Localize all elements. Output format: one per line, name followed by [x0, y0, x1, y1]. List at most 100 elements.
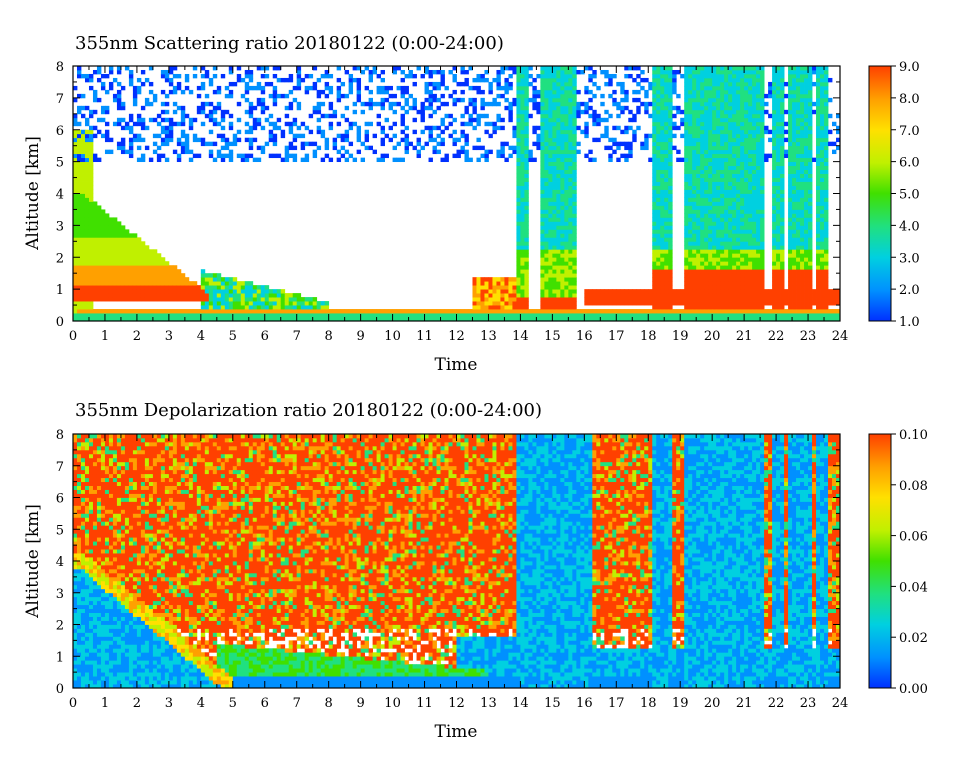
heatmap-cell — [116, 253, 122, 258]
heatmap-cell — [484, 285, 489, 290]
heatmap-cell — [256, 117, 262, 123]
heatmap-cell — [668, 133, 673, 139]
heatmap-cell — [724, 137, 729, 143]
heatmap-cell — [712, 85, 717, 91]
heatmap-cell — [120, 105, 126, 111]
heatmap-cell — [516, 269, 521, 274]
heatmap-cell — [364, 133, 370, 139]
heatmap-cell — [564, 253, 569, 258]
heatmap-cell — [424, 309, 429, 314]
heatmap-cell — [552, 125, 557, 131]
heatmap-cell — [420, 309, 425, 314]
heatmap-cell — [524, 209, 529, 214]
heatmap-cell — [92, 317, 98, 322]
heatmap-cell — [748, 229, 753, 234]
heatmap-cell — [476, 117, 481, 123]
heatmap-cell — [760, 129, 765, 135]
heatmap-cell — [544, 317, 549, 322]
heatmap-cell — [508, 66, 513, 71]
heatmap-cell — [80, 229, 86, 234]
heatmap-cell — [708, 213, 713, 218]
heatmap-cell — [608, 113, 613, 119]
heatmap-cell — [728, 173, 733, 178]
heatmap-cell — [564, 213, 569, 218]
heatmap-cell — [564, 205, 569, 210]
heatmap-cell — [684, 229, 689, 234]
heatmap-cell — [524, 277, 529, 282]
heatmap-cell — [748, 257, 753, 262]
heatmap-cell — [460, 97, 465, 103]
heatmap-cell — [524, 241, 529, 246]
heatmap-cell — [212, 309, 218, 314]
heatmap-cell — [188, 121, 194, 127]
heatmap-cell — [708, 245, 713, 250]
heatmap-cell — [220, 313, 226, 318]
heatmap-cell — [564, 85, 569, 91]
heatmap-cell — [656, 281, 661, 286]
heatmap-cell — [520, 181, 525, 186]
heatmap-cell — [316, 313, 322, 318]
heatmap-cell — [776, 313, 781, 318]
heatmap-cell — [668, 165, 673, 170]
heatmap-cell — [364, 85, 370, 91]
heatmap-cell — [760, 169, 765, 174]
heatmap-cell — [636, 309, 641, 314]
heatmap-cell — [644, 309, 649, 314]
heatmap-cell — [200, 281, 206, 286]
heatmap-cell — [772, 281, 777, 286]
heatmap-cell — [572, 209, 577, 214]
heatmap-cell — [356, 77, 362, 83]
heatmap-cell — [352, 317, 358, 322]
heatmap-cell — [716, 229, 721, 234]
heatmap-cell — [728, 201, 733, 206]
heatmap-cell — [688, 141, 693, 147]
heatmap-cell — [656, 265, 661, 270]
heatmap-cell — [728, 245, 733, 250]
heatmap-cell — [368, 73, 373, 79]
heatmap-cell — [740, 129, 745, 135]
heatmap-cell — [532, 317, 537, 322]
heatmap-cell — [760, 93, 765, 99]
heatmap-cell — [548, 253, 553, 258]
heatmap-cell — [80, 297, 86, 302]
heatmap-cell — [668, 265, 673, 270]
heatmap-cell — [548, 157, 553, 163]
heatmap-cell — [728, 317, 733, 322]
heatmap-cell — [496, 101, 501, 107]
heatmap-cell — [428, 101, 433, 107]
heatmap-cell — [268, 293, 274, 298]
heatmap-cell — [500, 85, 505, 91]
heatmap-cell — [444, 157, 449, 163]
heatmap-cell — [404, 313, 409, 318]
heatmap-cell — [712, 289, 717, 294]
heatmap-cell — [92, 209, 98, 214]
heatmap-cell — [768, 81, 773, 87]
heatmap-cell — [392, 93, 397, 99]
heatmap-cell — [748, 81, 753, 87]
heatmap-cell — [688, 293, 693, 298]
heatmap-cell — [668, 253, 673, 258]
heatmap-cell — [668, 105, 673, 111]
heatmap-cell — [720, 185, 725, 190]
heatmap-cell — [492, 297, 497, 302]
heatmap-cell — [556, 305, 561, 310]
heatmap-cell — [512, 69, 517, 75]
heatmap-cell — [124, 229, 130, 234]
heatmap-cell — [160, 269, 166, 274]
heatmap-cell — [584, 289, 589, 294]
heatmap-cell — [524, 165, 529, 170]
heatmap-cell — [668, 237, 673, 242]
heatmap-cell — [536, 93, 541, 99]
heatmap-cell — [288, 297, 294, 302]
heatmap-cell — [712, 101, 717, 107]
heatmap-cell — [712, 225, 717, 230]
heatmap-cell — [692, 237, 697, 242]
heatmap-cell — [404, 137, 409, 143]
heatmap-cell — [696, 281, 701, 286]
heatmap-cell — [92, 205, 98, 210]
heatmap-cell — [708, 209, 713, 214]
heatmap-cell — [516, 317, 521, 322]
heatmap-cell — [264, 289, 270, 294]
heatmap-cell — [736, 165, 741, 170]
heatmap-cell — [408, 93, 413, 99]
